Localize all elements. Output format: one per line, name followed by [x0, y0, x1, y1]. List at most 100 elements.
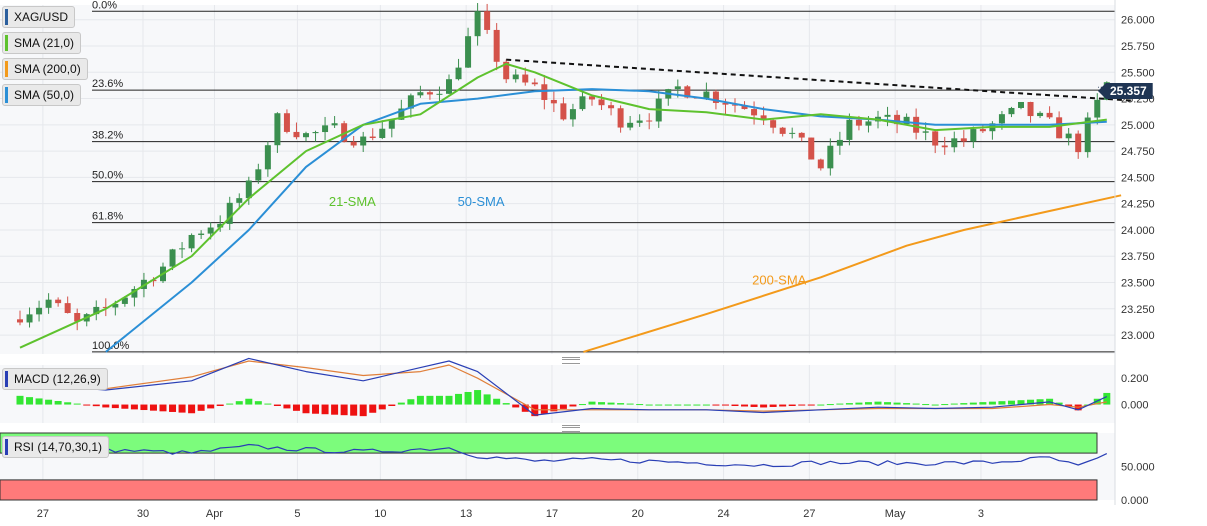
macd-hist-bar-7	[83, 404, 91, 406]
legend-sma200[interactable]: SMA (200,0)	[2, 58, 88, 80]
y-tick-label-0: 26.000	[1121, 15, 1155, 27]
candle-body-23	[236, 198, 243, 203]
macd-hist-bar-10	[111, 404, 119, 409]
candle-body-6	[74, 313, 81, 322]
macd-hist-bar-47	[464, 391, 472, 405]
candle-body-80	[779, 127, 786, 134]
candle-body-29	[293, 131, 300, 138]
legend-sma50[interactable]: SMA (50,0)	[2, 84, 82, 106]
x-tick-label-2: Apr	[206, 508, 223, 520]
legend-macd[interactable]: MACD (12,26,9)	[2, 368, 108, 390]
candle-body-77	[751, 109, 758, 116]
macd-hist-bar-6	[73, 403, 81, 405]
macd-hist-bar-79	[769, 404, 777, 407]
fib-label-3: 50.0%	[92, 170, 123, 182]
macd-line	[19, 357, 1108, 416]
macd-hist-bar-27	[273, 404, 281, 406]
candle-body-91	[884, 114, 891, 117]
sma21-swatch	[5, 35, 8, 51]
legend-symbol[interactable]: XAG/USD	[2, 6, 76, 28]
candle-body-109	[1056, 117, 1063, 139]
macd-y-tick-0: 0.200	[1121, 373, 1149, 385]
fib-label-5: 100.0%	[92, 340, 130, 352]
macd-hist-bar-5	[64, 402, 72, 405]
x-tick-label-1: 30	[137, 508, 149, 520]
candle-body-1	[26, 314, 33, 323]
macd-hist-bar-82	[798, 404, 806, 406]
last-price-tag: 25.357	[1098, 83, 1153, 99]
macd-hist-bar-77	[750, 404, 758, 407]
candle-body-44	[436, 93, 443, 95]
macd-hist-bar-26	[264, 403, 272, 405]
macd-hist-bar-61	[598, 402, 606, 405]
candle-body-42	[417, 92, 424, 96]
candle-body-2	[36, 307, 43, 315]
macd-hist-bar-46	[455, 393, 463, 405]
y-tick-label-2: 25.500	[1121, 67, 1155, 79]
rsi-overbought-zone	[0, 432, 1098, 454]
x-tick-label-10: May	[885, 508, 906, 520]
candle-body-83	[808, 137, 815, 160]
x-tick-label-6: 17	[546, 508, 558, 520]
x-tick-label-11: 3	[978, 508, 984, 520]
candle-body-106	[1027, 101, 1034, 117]
y-tick-label-11: 23.250	[1121, 304, 1155, 316]
y-tick-label-12: 23.000	[1121, 330, 1155, 342]
macd-hist-bar-56	[550, 404, 558, 412]
macd-hist-bar-87	[845, 403, 853, 405]
macd-hist-bar-45	[445, 395, 453, 405]
x-tick-label-5: 13	[460, 508, 472, 520]
candle-body-32	[322, 125, 329, 133]
y-tick-label-7: 24.250	[1121, 199, 1155, 211]
macd-hist-bar-40	[397, 402, 405, 405]
legend-sma21-label: SMA (21,0)	[14, 36, 75, 50]
candle-body-41	[407, 95, 414, 109]
macd-hist-bar-99	[960, 403, 968, 405]
macd-hist-bar-105	[1017, 400, 1025, 405]
candle-body-98	[951, 138, 958, 148]
candle-body-61	[598, 99, 605, 106]
candle-body-30	[303, 133, 309, 138]
macd-hist-bar-107	[1036, 399, 1044, 405]
pane-resize-handle-rsi[interactable]	[562, 425, 580, 432]
macd-hist-bar-29	[292, 404, 300, 411]
candle-body-64	[627, 122, 634, 128]
macd-hist-bar-32	[321, 404, 329, 415]
candle-body-62	[608, 105, 615, 109]
macd-hist-bar-58	[569, 404, 577, 407]
candle-body-94	[913, 116, 920, 133]
candle-body-33	[331, 123, 338, 126]
candle-body-40	[398, 108, 405, 120]
macd-hist-bar-72	[702, 404, 710, 406]
candle-body-48	[474, 11, 481, 37]
macd-hist-bar-64	[626, 403, 634, 405]
pane-resize-handle-macd[interactable]	[562, 357, 580, 364]
macd-hist-bar-4	[54, 401, 62, 405]
macd-hist-bar-73	[712, 404, 720, 406]
candle-body-55	[541, 84, 548, 100]
candle-body-110	[1065, 133, 1072, 139]
legend-rsi[interactable]: RSI (14,70,30,1)	[2, 436, 110, 458]
macd-y-tick-1: 0.000	[1121, 400, 1149, 412]
macd-hist-bar-42	[416, 395, 424, 405]
macd-hist-bar-89	[864, 402, 872, 405]
y-tick-label-9: 23.750	[1121, 251, 1155, 263]
legend-sma21[interactable]: SMA (21,0)	[2, 32, 82, 54]
macd-hist-bar-83	[807, 404, 815, 406]
candle-body-18	[188, 234, 195, 249]
macd-hist-bar-16	[169, 404, 177, 412]
macd-hist-bar-90	[874, 401, 882, 405]
candle-body-50	[493, 29, 500, 62]
macd-hist-bar-3	[45, 399, 53, 405]
candle-body-72	[703, 91, 710, 99]
macd-hist-bar-37	[369, 404, 377, 413]
sma200-line	[583, 194, 1122, 353]
candle-body-104	[1008, 107, 1015, 115]
y-tick-label-6: 24.500	[1121, 172, 1155, 184]
candle-body-79	[770, 120, 777, 128]
macd-hist-bar-41	[407, 399, 415, 405]
macd-hist-bar-44	[435, 395, 443, 405]
candle-body-57	[560, 103, 567, 120]
candle-body-28	[283, 113, 290, 132]
candle-body-54	[531, 82, 538, 85]
